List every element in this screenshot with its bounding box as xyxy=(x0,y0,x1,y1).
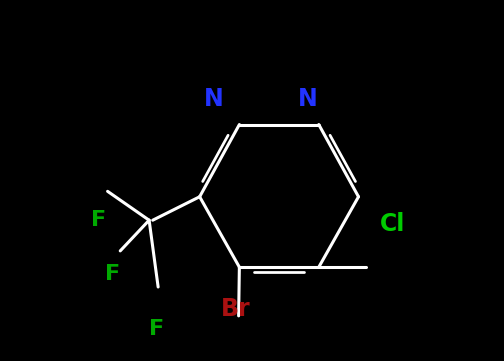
Text: N: N xyxy=(204,87,224,111)
Text: N: N xyxy=(298,87,318,111)
Text: F: F xyxy=(105,264,120,284)
Text: Cl: Cl xyxy=(380,212,406,236)
Text: F: F xyxy=(149,318,164,339)
Text: F: F xyxy=(91,210,106,230)
Text: Br: Br xyxy=(221,297,251,321)
